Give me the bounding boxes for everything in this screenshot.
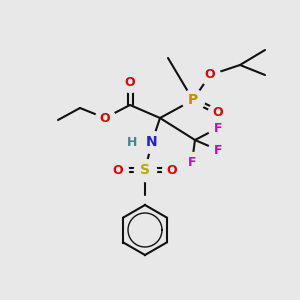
Text: S: S [140,163,150,177]
Text: O: O [167,164,177,176]
Text: O: O [205,68,215,82]
Text: F: F [214,143,222,157]
Text: O: O [125,76,135,88]
Text: P: P [188,93,198,107]
Text: F: F [188,155,196,169]
Text: N: N [146,135,158,149]
Text: F: F [214,122,222,134]
Text: H: H [127,136,137,148]
Text: O: O [213,106,223,118]
Text: O: O [100,112,110,124]
Text: O: O [113,164,123,176]
